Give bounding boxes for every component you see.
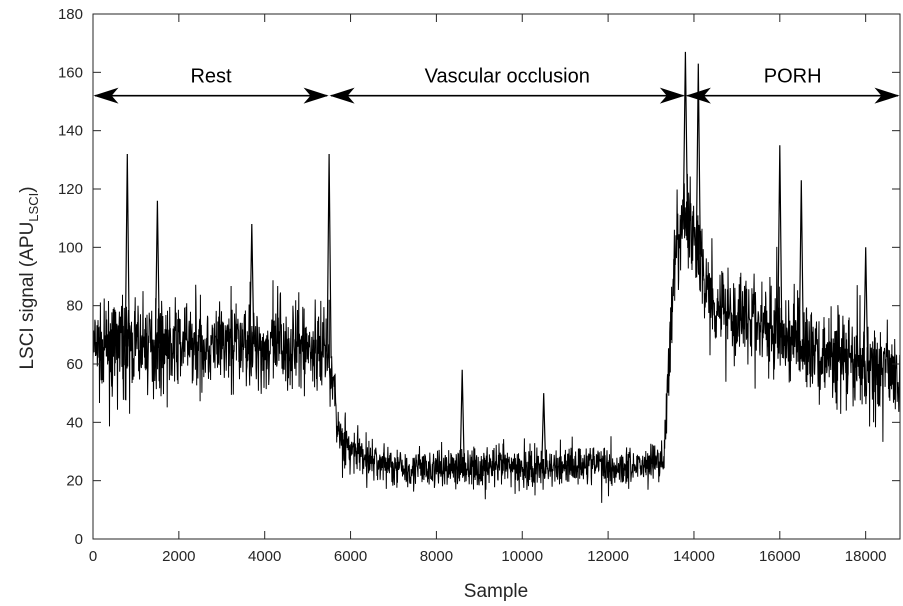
signal-spike-2 xyxy=(249,223,255,345)
phase-label: Vascular occlusion xyxy=(425,66,590,88)
signal-spike-9 xyxy=(798,180,804,344)
signal-spike-6 xyxy=(682,51,688,213)
y-tick-label: 60 xyxy=(66,356,83,373)
phase-arrowhead-left-2 xyxy=(685,87,711,104)
signal-spike-4 xyxy=(459,369,465,467)
x-tick-label: 8000 xyxy=(420,548,453,565)
plot-area xyxy=(93,51,900,503)
x-tick-label: 2000 xyxy=(162,548,195,565)
phase-label: PORH xyxy=(764,66,822,88)
x-tick-label: 10000 xyxy=(501,548,543,565)
y-tick-label: 180 xyxy=(58,6,83,23)
axes: 0 2000 4000 6000 8000 10000 12000 14000 16000 180… xyxy=(58,6,901,565)
y-axis-title-subscript: LSCI xyxy=(26,193,41,222)
y-tick-label: 80 xyxy=(66,298,83,315)
x-tick-label: 12000 xyxy=(587,548,629,565)
signal-spike-0 xyxy=(124,153,130,347)
x-tick-label: 0 xyxy=(89,548,97,565)
y-tick-label: 140 xyxy=(58,123,83,140)
x-tick-label: 14000 xyxy=(673,548,715,565)
phase-arrowhead-left-1 xyxy=(329,87,355,104)
x-tick-label: 6000 xyxy=(334,548,367,565)
phase-label: Rest xyxy=(190,66,232,88)
phase-annotations: Rest Vascular occlusion PORH xyxy=(93,66,900,104)
x-axis-title: Sample xyxy=(464,581,528,602)
y-tick-label: 20 xyxy=(66,473,83,490)
y-tick-label: 100 xyxy=(58,239,83,256)
y-axis-title-prefix: LSCI signal (APU xyxy=(17,222,38,370)
signal-spike-3 xyxy=(326,153,332,359)
y-tick-label: 0 xyxy=(75,531,83,548)
signal-spike-5 xyxy=(541,393,547,470)
signal-spike-8 xyxy=(777,145,783,335)
y-tick-label: 160 xyxy=(58,64,83,81)
y-tick-label: 120 xyxy=(58,181,83,198)
x-tick-label: 4000 xyxy=(248,548,281,565)
axes-box xyxy=(92,13,901,540)
x-tick-label: 18000 xyxy=(845,548,887,565)
x-tick-label: 16000 xyxy=(759,548,801,565)
signal-trace-0 xyxy=(93,173,900,503)
phase-arrowhead-right-0 xyxy=(303,87,329,104)
phase-arrowhead-right-1 xyxy=(659,87,686,104)
y-tick-label: 40 xyxy=(66,414,83,431)
phase-arrowhead-left-0 xyxy=(93,87,119,104)
signal-spike-7 xyxy=(695,63,701,255)
signal-spike-1 xyxy=(154,200,160,344)
y-axis-title-suffix: ) xyxy=(17,186,38,192)
y-axis-title: LSCI signal (APULSCI) xyxy=(17,186,41,369)
phase-arrowhead-right-2 xyxy=(874,87,900,104)
signal-spike-10 xyxy=(863,247,869,367)
